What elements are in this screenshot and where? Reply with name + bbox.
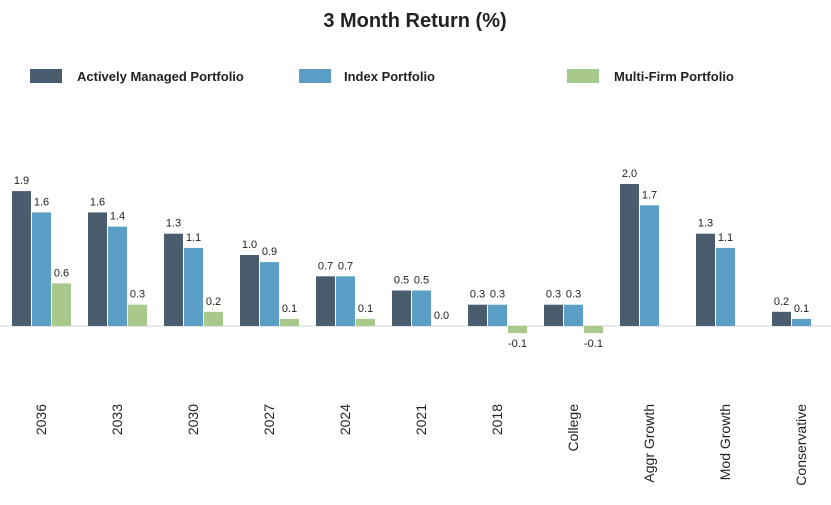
bar	[32, 212, 51, 326]
x-tick-label: Aggr Growth	[641, 404, 657, 483]
legend-swatch	[30, 69, 62, 83]
value-label: 0.3	[566, 289, 581, 301]
bar	[564, 304, 583, 326]
bar	[280, 318, 299, 326]
bar	[108, 226, 127, 326]
x-tick-label: 2027	[261, 404, 277, 435]
chart-title: 3 Month Return (%)	[323, 10, 506, 32]
bar	[468, 304, 487, 326]
x-tick-label: Conservative	[793, 404, 809, 486]
x-tick-label: Mod Growth	[717, 404, 733, 480]
value-label: 1.9	[14, 175, 29, 187]
value-label: 0.3	[490, 289, 505, 301]
bar	[696, 233, 715, 326]
value-label: 0.1	[358, 303, 373, 315]
bar	[184, 247, 203, 326]
bar	[52, 283, 71, 326]
x-tick-label: 2030	[185, 404, 201, 435]
legend-swatch	[567, 69, 599, 83]
value-label: 1.3	[698, 218, 713, 230]
value-label: 0.7	[338, 260, 353, 272]
value-label: 0.3	[470, 289, 485, 301]
legend-label: Actively Managed Portfolio	[77, 69, 244, 84]
value-label: 0.3	[546, 289, 561, 301]
bar	[508, 326, 527, 334]
bar	[88, 212, 107, 326]
bar	[128, 304, 147, 326]
value-label: 1.6	[34, 196, 49, 208]
value-label: 0.5	[414, 275, 429, 287]
bar	[792, 318, 811, 326]
value-label: 1.6	[90, 196, 105, 208]
legend-label: Index Portfolio	[344, 69, 435, 84]
bar	[772, 311, 791, 326]
bar	[336, 276, 355, 326]
bar	[412, 290, 431, 326]
x-tick-label: 2024	[337, 404, 353, 435]
value-label: 0.7	[318, 260, 333, 272]
value-label: 0.9	[262, 246, 277, 258]
bar	[260, 262, 279, 326]
value-label: -0.1	[508, 338, 527, 350]
bar	[544, 304, 563, 326]
value-label: 0.2	[774, 296, 789, 308]
value-label: 0.2	[206, 296, 221, 308]
bar	[240, 255, 259, 326]
value-label: 1.1	[186, 232, 201, 244]
bar	[640, 205, 659, 326]
value-label: 0.1	[794, 303, 809, 315]
value-label: 1.4	[110, 211, 125, 223]
value-label: 1.3	[166, 218, 181, 230]
bar	[356, 318, 375, 326]
value-label: 0.3	[130, 289, 145, 301]
bar	[12, 191, 31, 326]
value-label: 0.1	[282, 303, 297, 315]
bar	[620, 184, 639, 326]
bar	[488, 304, 507, 326]
bar	[584, 326, 603, 334]
value-label: 1.0	[242, 239, 257, 251]
bar	[716, 247, 735, 326]
value-label: 1.1	[718, 232, 733, 244]
value-label: 2.0	[622, 168, 637, 180]
legend-swatch	[299, 69, 331, 83]
bar	[392, 290, 411, 326]
value-label: 0.5	[394, 275, 409, 287]
x-tick-label: College	[565, 404, 581, 452]
x-tick-label: 2033	[109, 404, 125, 435]
bar	[204, 311, 223, 326]
value-label: 0.0	[434, 310, 449, 322]
value-label: 1.7	[642, 189, 657, 201]
x-tick-label: 2036	[33, 404, 49, 435]
value-label: 0.6	[54, 267, 69, 279]
value-label: -0.1	[584, 338, 603, 350]
bar	[316, 276, 335, 326]
legend-label: Multi-Firm Portfolio	[614, 69, 734, 84]
x-tick-label: 2018	[489, 404, 505, 435]
bar	[164, 233, 183, 326]
x-tick-label: 2021	[413, 404, 429, 435]
